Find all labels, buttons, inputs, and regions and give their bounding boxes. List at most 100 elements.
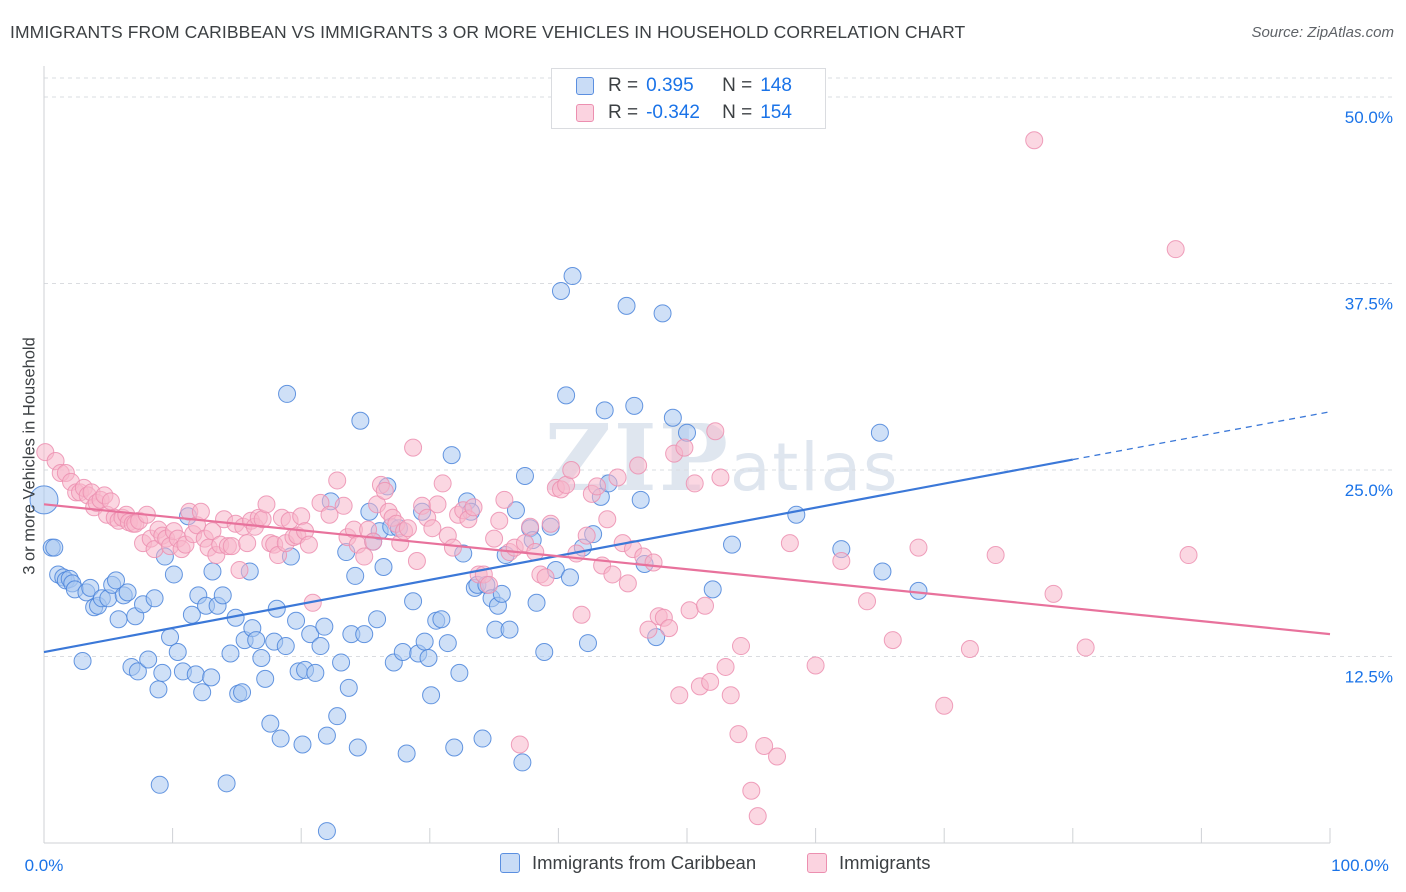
immigrants-point (428, 495, 447, 514)
immigrants-point (557, 475, 576, 494)
caribbean-point (422, 686, 441, 705)
caribbean-point (107, 571, 126, 590)
caribbean-point (557, 386, 576, 405)
immigrants-point (355, 547, 374, 566)
caribbean-point (73, 651, 92, 670)
immigrants-point (1044, 584, 1063, 603)
pink-swatch-icon (807, 853, 827, 873)
immigrants-point (433, 474, 452, 493)
r-label: R = (608, 102, 639, 123)
immigrants-point (485, 529, 504, 548)
immigrants-point (644, 553, 663, 572)
legend-item-immigrants[interactable]: Immigrants (807, 852, 931, 874)
caribbean-point (271, 729, 290, 748)
immigrants-point (639, 620, 658, 639)
legend-label: Immigrants from Caribbean (532, 852, 757, 873)
caribbean-point (328, 707, 347, 726)
immigrants-point (398, 519, 417, 538)
caribbean-point (368, 610, 387, 629)
caribbean-point (678, 423, 696, 442)
immigrants-point (711, 468, 730, 487)
caribbean-point (374, 557, 393, 576)
series-legend: Immigrants from Caribbean Immigrants (0, 850, 1406, 880)
caribbean-point (233, 683, 252, 702)
immigrants-point (404, 438, 423, 457)
legend-item-caribbean[interactable]: Immigrants from Caribbean (500, 852, 756, 874)
source-label: Source: ZipAtlas.com (1251, 24, 1394, 41)
caribbean-point (393, 643, 412, 662)
caribbean-point (535, 643, 554, 662)
caribbean-point (527, 593, 546, 612)
caribbean-point (617, 296, 636, 315)
immigrants-point (101, 492, 120, 511)
immigrants-point (1025, 131, 1044, 150)
immigrants-point (768, 747, 787, 766)
immigrants-point (832, 552, 851, 571)
caribbean-point (442, 446, 461, 465)
caribbean-point (653, 304, 672, 323)
caribbean-point (317, 726, 336, 745)
caribbean-point (450, 663, 469, 682)
immigrants-point (742, 781, 761, 800)
immigrants-point (618, 574, 637, 593)
immigrants-point (222, 537, 241, 556)
immigrants-point (706, 422, 725, 441)
n-value: 148 (760, 75, 792, 96)
caribbean-point (186, 665, 205, 684)
caribbean-point (551, 281, 570, 300)
y-axis-title: 3 or more Vehicles in Household (20, 337, 39, 575)
immigrants-point (536, 568, 555, 587)
y-tick-label: 50.0% (1345, 108, 1393, 127)
immigrants-point (960, 640, 979, 659)
y-tick-label: 25.0% (1345, 481, 1393, 500)
caribbean-point (203, 562, 222, 581)
r-value: 0.395 (646, 75, 694, 96)
legend-row-immigrants: R = -0.342 N = 154 (576, 102, 792, 124)
caribbean-point (293, 735, 312, 754)
immigrants-point (464, 498, 483, 517)
immigrants-point (729, 725, 748, 744)
immigrants-point (909, 538, 928, 557)
immigrants-point (230, 560, 249, 579)
immigrants-point (608, 468, 627, 487)
caribbean-point (473, 729, 492, 748)
immigrants-point (495, 490, 514, 509)
caribbean-point (139, 650, 158, 669)
legend-row-caribbean: R = 0.395 N = 148 (576, 75, 792, 97)
immigrants-point (292, 507, 311, 526)
immigrants-point (883, 631, 902, 650)
immigrants-point (780, 534, 799, 553)
caribbean-point (419, 648, 438, 667)
immigrants-point (701, 672, 720, 691)
immigrants-point (685, 474, 704, 493)
immigrants-point (716, 657, 735, 676)
caribbean-point (560, 568, 579, 587)
caribbean-point (202, 668, 221, 687)
caribbean-point (870, 423, 889, 442)
immigrants-point (510, 735, 529, 754)
caribbean-trend-extension (1072, 411, 1331, 461)
immigrants-point (299, 535, 318, 554)
immigrants-point (680, 601, 699, 620)
caribbean-point (81, 578, 100, 597)
pink-swatch-icon (576, 104, 594, 122)
caribbean-point (128, 662, 147, 681)
immigrants-point (755, 737, 774, 756)
caribbean-point (153, 663, 172, 682)
caribbean-point (723, 535, 742, 554)
caribbean-point (149, 680, 168, 699)
immigrants-point (659, 619, 678, 638)
caribbean-point (29, 485, 59, 515)
caribbean-point (339, 678, 358, 697)
immigrants-point (562, 461, 581, 479)
immigrants-point (328, 471, 347, 490)
caribbean-point (311, 637, 330, 656)
caribbean-point (164, 565, 183, 584)
immigrants-point (1166, 240, 1185, 259)
immigrants-point (806, 656, 825, 675)
caribbean-point (625, 396, 644, 415)
caribbean-point (415, 632, 434, 651)
n-value: 154 (760, 102, 792, 123)
caribbean-point (445, 738, 464, 757)
